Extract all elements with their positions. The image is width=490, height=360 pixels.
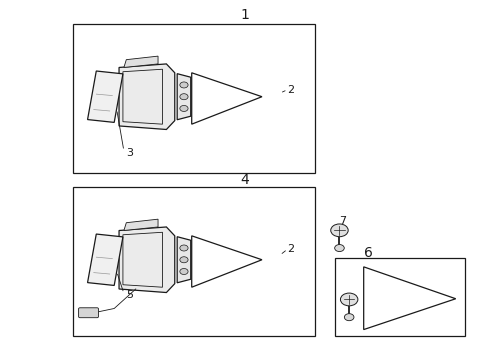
Polygon shape xyxy=(124,219,158,230)
FancyBboxPatch shape xyxy=(78,308,98,318)
Bar xyxy=(73,187,315,336)
Text: 4: 4 xyxy=(241,173,249,187)
Text: 2: 2 xyxy=(288,85,294,95)
Circle shape xyxy=(335,244,344,252)
Circle shape xyxy=(341,293,358,306)
Circle shape xyxy=(180,105,188,112)
Polygon shape xyxy=(88,234,123,285)
Text: 7: 7 xyxy=(340,216,346,226)
Circle shape xyxy=(180,257,188,263)
Circle shape xyxy=(180,94,188,100)
Polygon shape xyxy=(119,227,175,293)
Circle shape xyxy=(180,82,188,88)
Text: 3: 3 xyxy=(126,148,133,158)
Circle shape xyxy=(180,245,188,251)
Circle shape xyxy=(331,224,348,237)
Circle shape xyxy=(180,269,188,275)
Text: 2: 2 xyxy=(288,244,294,254)
Text: 6: 6 xyxy=(364,246,373,260)
Polygon shape xyxy=(119,64,175,130)
Bar xyxy=(335,258,466,336)
Polygon shape xyxy=(88,71,123,122)
Bar xyxy=(73,24,315,173)
Polygon shape xyxy=(177,74,191,120)
Text: 1: 1 xyxy=(241,8,249,22)
Polygon shape xyxy=(177,237,191,283)
Text: 5: 5 xyxy=(126,290,133,300)
Polygon shape xyxy=(124,56,158,67)
Circle shape xyxy=(344,314,354,321)
